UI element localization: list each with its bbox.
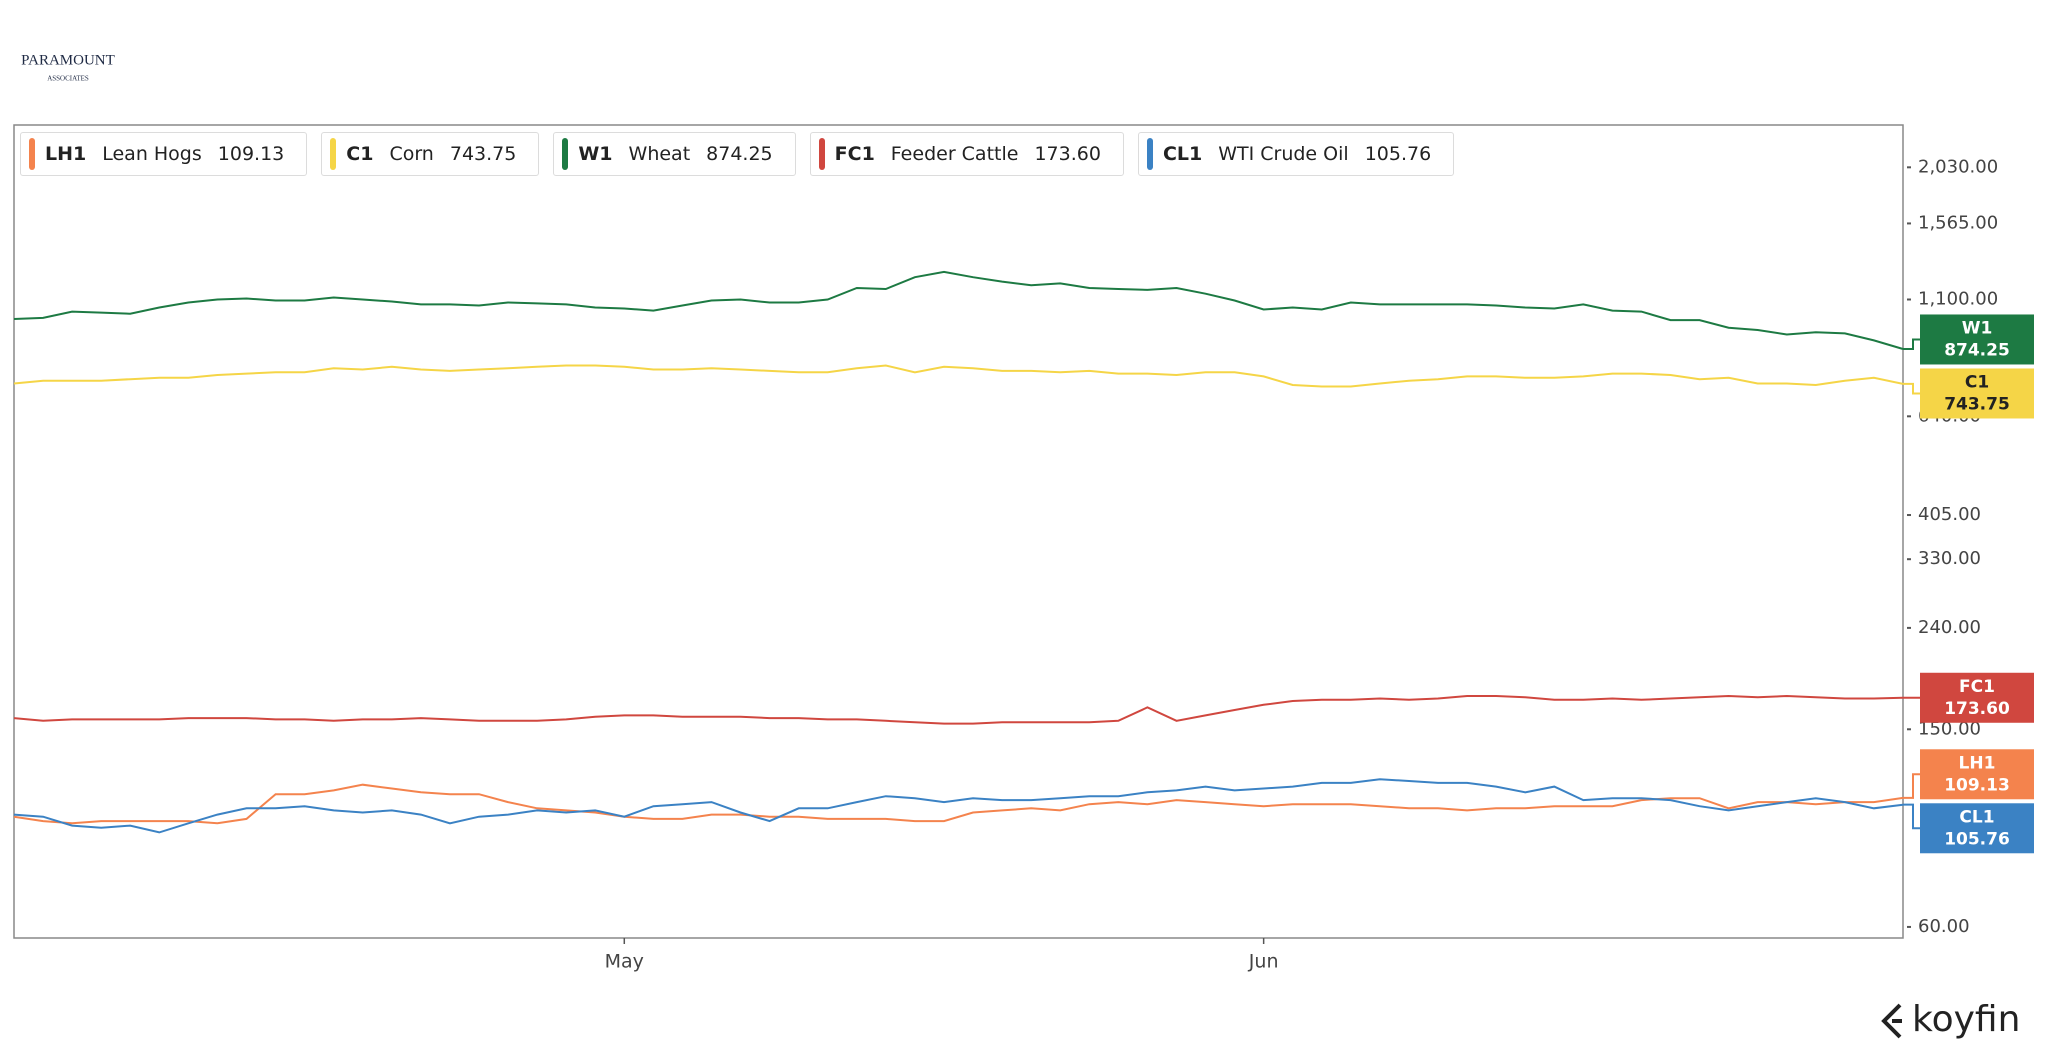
legend-value: 173.60	[1034, 143, 1101, 165]
y-tick-label: 150.00	[1918, 718, 1981, 739]
badge-symbol: LH1	[1959, 753, 1996, 773]
badge-connector	[1903, 382, 1920, 395]
y-tick-label: 1,565.00	[1918, 212, 1998, 233]
legend-item: FC1 Feeder Cattle 173.60	[809, 132, 1124, 176]
badge-symbol: W1	[1962, 318, 1993, 338]
legend-item: CL1 WTI Crude Oil 105.76	[1137, 132, 1455, 176]
x-tick-label: Jun	[1248, 951, 1279, 973]
legend-symbol: FC1	[834, 143, 875, 165]
y-tick-label: 1,100.00	[1918, 288, 1998, 309]
value-badge	[1920, 314, 2034, 365]
badge-symbol: C1	[1965, 372, 1989, 392]
legend-swatch	[562, 138, 569, 170]
value-badge	[1920, 672, 2034, 723]
legend-symbol: LH1	[45, 143, 87, 165]
badge-connector	[1903, 338, 1920, 351]
legend-swatch	[29, 138, 35, 170]
series-line	[13, 364, 1904, 388]
series-line	[13, 694, 1904, 725]
series-line	[13, 778, 1904, 834]
y-tick-label: 240.00	[1918, 617, 1981, 638]
legend-value: 109.13	[217, 143, 285, 165]
y-tick-label: 330.00	[1918, 548, 1981, 569]
x-tick-label: May	[605, 951, 644, 973]
legend-value: 105.76	[1364, 143, 1432, 165]
series-line	[13, 270, 1904, 350]
value-badge	[1920, 368, 2034, 419]
y-tick-label: 2,030.00	[1918, 156, 1998, 177]
badge-value: 874.25	[1944, 340, 2010, 360]
badge-value: 109.13	[1944, 775, 2010, 795]
legend-swatch	[1146, 138, 1153, 170]
plot-frame	[13, 124, 1904, 939]
legend-swatch	[330, 138, 337, 170]
legend-item: C1 Corn 743.75	[321, 132, 540, 176]
legend-name: Feeder Cattle	[890, 143, 1019, 165]
legend-symbol: W1	[578, 143, 613, 165]
badge-connector	[1903, 773, 1920, 799]
y-tick-label: 60.00	[1918, 916, 1970, 937]
legend-value: 743.75	[449, 143, 517, 165]
logo-sub: ASSOCIATES	[47, 75, 89, 83]
legend-item: W1 Wheat 874.25	[553, 132, 796, 176]
value-badge	[1920, 803, 2034, 854]
legend-symbol: C1	[346, 143, 374, 165]
logo: PARAMOUNT	[21, 52, 115, 68]
badge-connector	[1903, 803, 1920, 830]
legend-name: Wheat	[628, 143, 691, 165]
legend-name: Corn	[389, 143, 434, 165]
badge-symbol: CL1	[1959, 807, 1994, 827]
legend: LH1 Lean Hogs 109.13 C1 Corn 743.75 W1 Wheat 874…	[20, 132, 1455, 176]
value-badge	[1920, 749, 2034, 800]
badge-value: 173.60	[1944, 699, 2010, 719]
badge-value: 105.76	[1944, 829, 2010, 849]
legend-item: LH1 Lean Hogs 109.13	[20, 132, 308, 176]
brand-icon	[1881, 1003, 1902, 1039]
badge-symbol: FC1	[1959, 677, 1995, 697]
brand: koyfin	[1912, 999, 2020, 1040]
y-tick-label: 405.00	[1918, 504, 1981, 525]
legend-swatch	[818, 138, 825, 170]
legend-value: 874.25	[706, 143, 773, 165]
series-line	[13, 783, 1904, 825]
badge-value: 743.75	[1944, 394, 2010, 414]
legend-symbol: CL1	[1162, 143, 1203, 165]
legend-name: Lean Hogs	[102, 143, 202, 165]
legend-name: WTI Crude Oil	[1218, 143, 1349, 165]
